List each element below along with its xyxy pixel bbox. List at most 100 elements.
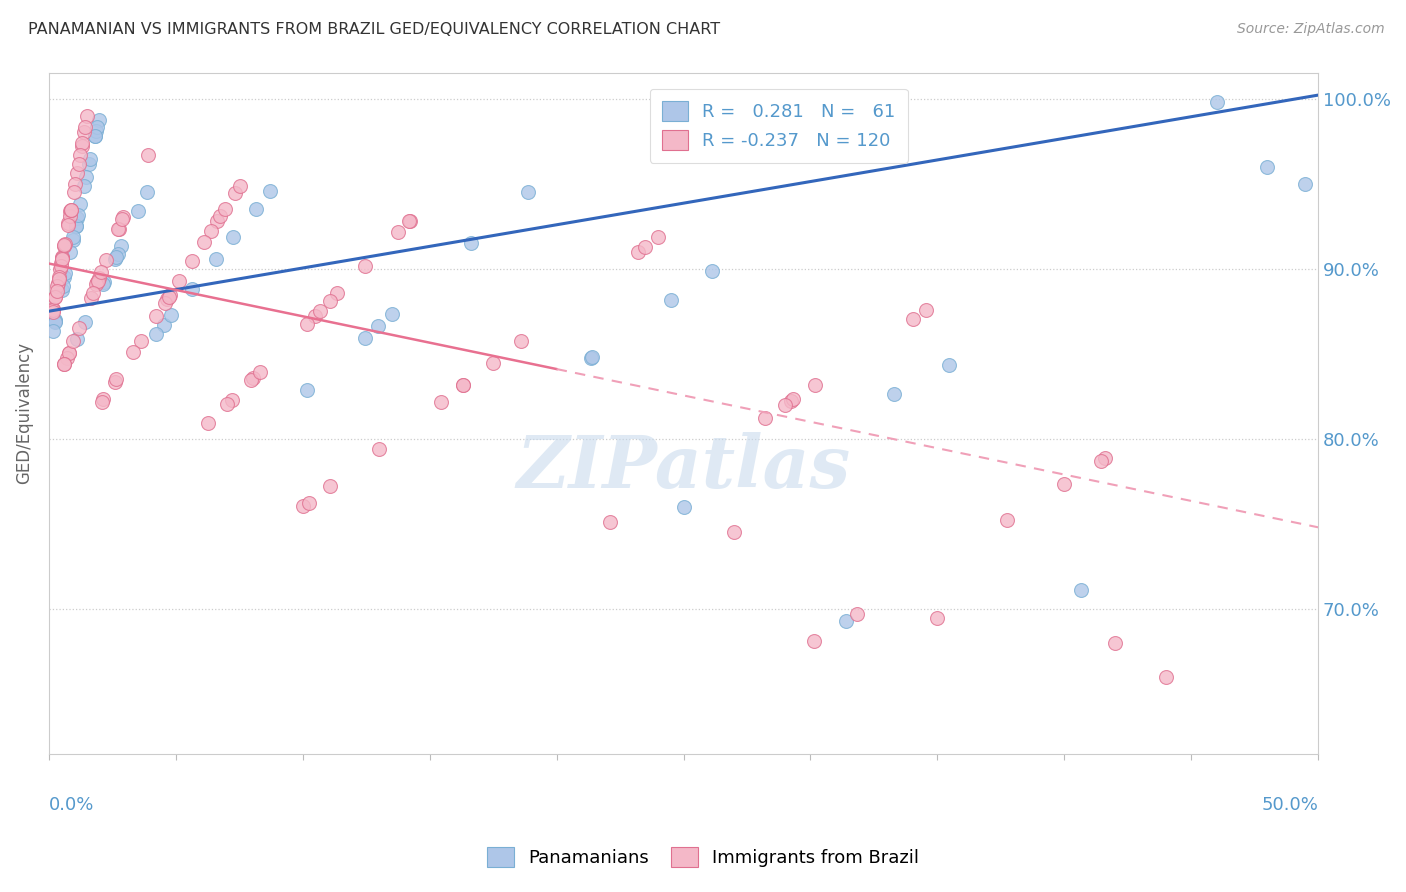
Point xyxy=(153,296,176,310)
Point xyxy=(156,292,179,306)
Point xyxy=(634,239,657,253)
Point xyxy=(59,202,82,217)
Point xyxy=(883,387,905,401)
Point xyxy=(58,216,80,230)
Point xyxy=(927,610,949,624)
Point xyxy=(145,327,167,342)
Point xyxy=(122,345,145,359)
Text: 50.0%: 50.0% xyxy=(1261,797,1319,814)
Text: PANAMANIAN VS IMMIGRANTS FROM BRAZIL GED/EQUIVALENCY CORRELATION CHART: PANAMANIAN VS IMMIGRANTS FROM BRAZIL GED… xyxy=(28,22,720,37)
Point xyxy=(42,303,65,318)
Point xyxy=(647,230,669,244)
Point xyxy=(42,304,65,318)
Point xyxy=(51,250,73,264)
Point xyxy=(66,211,89,225)
Point xyxy=(111,212,134,227)
Point xyxy=(353,259,375,273)
Point xyxy=(510,334,533,348)
Point xyxy=(242,371,264,385)
Point xyxy=(53,357,76,371)
Point xyxy=(90,265,112,279)
Legend: Panamanians, Immigrants from Brazil: Panamanians, Immigrants from Brazil xyxy=(479,839,927,874)
Point xyxy=(42,301,65,316)
Point xyxy=(309,303,332,318)
Point xyxy=(44,313,66,327)
Point xyxy=(481,355,503,369)
Point xyxy=(215,397,238,411)
Point xyxy=(1070,582,1092,597)
Point xyxy=(51,251,73,265)
Point xyxy=(93,392,115,406)
Point xyxy=(205,214,228,228)
Point xyxy=(387,225,409,239)
Point xyxy=(673,500,696,514)
Point xyxy=(73,125,96,139)
Point xyxy=(222,230,245,244)
Point xyxy=(1205,95,1227,109)
Point xyxy=(53,357,76,371)
Point xyxy=(398,214,420,228)
Point xyxy=(451,378,474,392)
Point xyxy=(804,377,827,392)
Point xyxy=(209,209,232,223)
Point xyxy=(295,317,318,331)
Point xyxy=(41,324,63,338)
Point xyxy=(997,513,1019,527)
Point xyxy=(76,109,98,123)
Point xyxy=(86,124,108,138)
Point xyxy=(59,245,82,260)
Point xyxy=(700,264,723,278)
Point xyxy=(104,252,127,267)
Point xyxy=(297,495,319,509)
Point xyxy=(73,315,96,329)
Point xyxy=(1053,477,1076,491)
Point xyxy=(48,272,70,286)
Point xyxy=(53,238,76,252)
Point xyxy=(51,252,73,266)
Point xyxy=(63,177,86,191)
Point xyxy=(59,209,82,223)
Text: Source: ZipAtlas.com: Source: ZipAtlas.com xyxy=(1237,22,1385,37)
Point xyxy=(44,290,66,304)
Point xyxy=(292,500,315,514)
Point xyxy=(834,615,856,629)
Point xyxy=(94,253,117,268)
Point xyxy=(304,309,326,323)
Point xyxy=(93,277,115,291)
Point xyxy=(167,274,190,288)
Point xyxy=(581,350,603,364)
Point xyxy=(659,293,682,307)
Point xyxy=(58,346,80,360)
Point xyxy=(69,148,91,162)
Point xyxy=(86,275,108,289)
Point xyxy=(59,204,82,219)
Point xyxy=(105,372,128,386)
Point xyxy=(48,269,70,284)
Point xyxy=(66,208,89,222)
Point xyxy=(224,186,246,201)
Point xyxy=(180,282,202,296)
Point xyxy=(62,186,84,200)
Point xyxy=(66,332,89,346)
Point xyxy=(773,398,796,412)
Point xyxy=(87,274,110,288)
Point xyxy=(451,378,474,392)
Point xyxy=(200,225,222,239)
Point xyxy=(80,291,103,305)
Point xyxy=(193,235,215,249)
Point xyxy=(228,179,250,194)
Point xyxy=(53,270,76,285)
Point xyxy=(65,219,87,234)
Point xyxy=(145,310,167,324)
Point xyxy=(157,290,180,304)
Point xyxy=(73,179,96,194)
Point xyxy=(319,293,342,308)
Point xyxy=(86,277,108,292)
Point xyxy=(915,303,938,318)
Point xyxy=(803,633,825,648)
Point xyxy=(75,169,97,184)
Point xyxy=(55,351,77,366)
Point xyxy=(58,346,80,360)
Point xyxy=(368,442,391,456)
Point xyxy=(239,374,262,388)
